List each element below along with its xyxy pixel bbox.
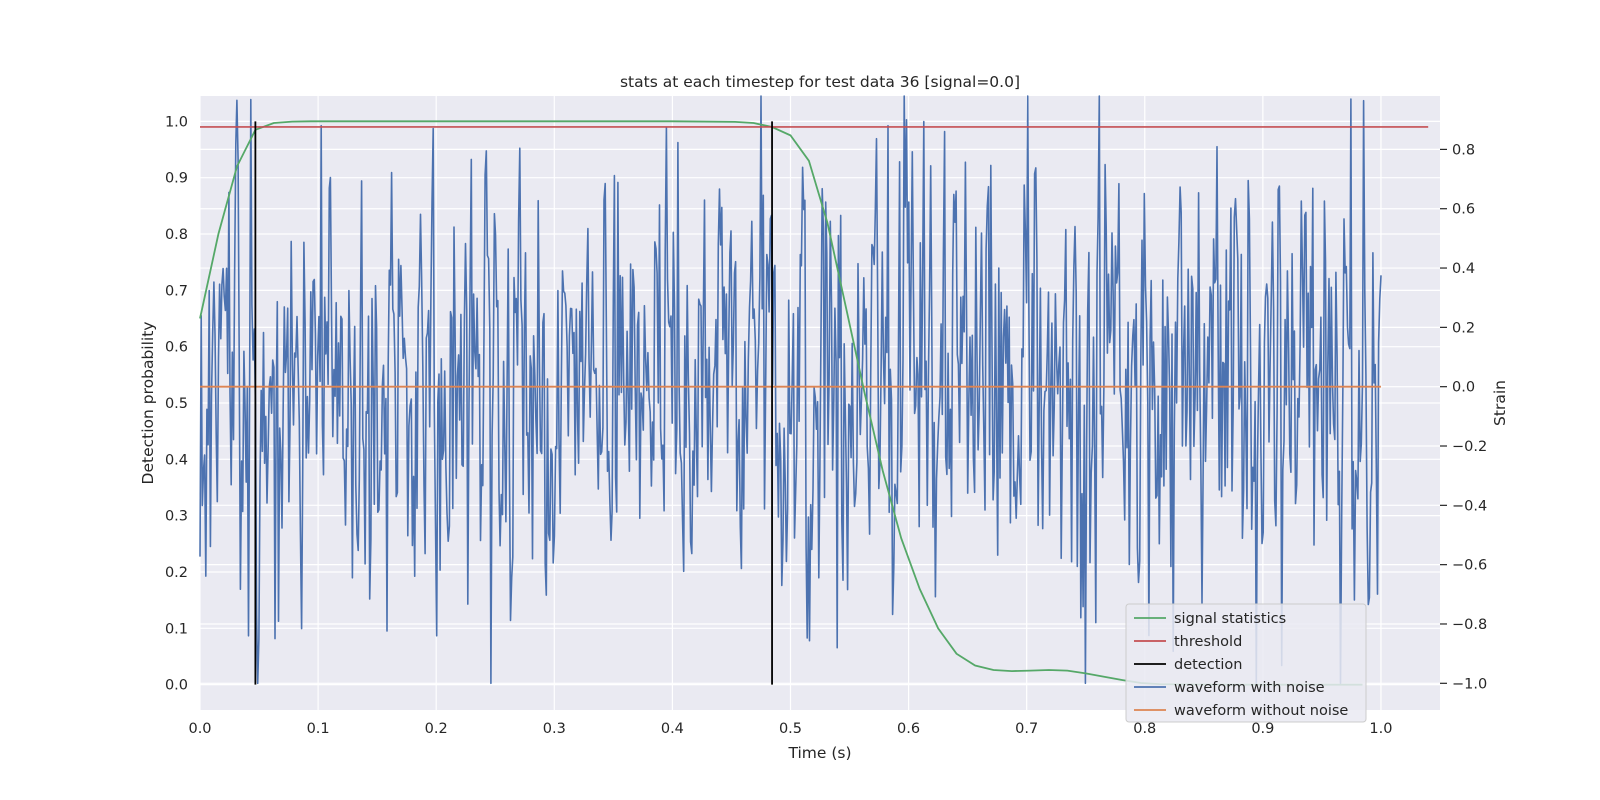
y-left-tick-label: 0.4 <box>165 452 188 468</box>
y-left-tick-label: 0.7 <box>165 283 188 299</box>
x-tick-label: 0.4 <box>661 721 684 737</box>
legend-box <box>1125 603 1367 723</box>
y-right-tick-label: −0.8 <box>1452 617 1487 633</box>
y-right-tick-label: 0.8 <box>1452 142 1475 158</box>
series-waveform-with-noise <box>199 95 1382 685</box>
legend-label: detection <box>1174 657 1242 673</box>
x-tick-label: 0.3 <box>543 721 566 737</box>
x-tick-label: 0.2 <box>425 721 448 737</box>
x-tick-label: 1.0 <box>1369 721 1392 737</box>
y-left-tick-label: 0.1 <box>165 621 188 637</box>
y-left-tick-label: 0.9 <box>165 171 188 187</box>
y-left-tick-label: 0.5 <box>165 396 188 412</box>
y-left-tick-label: 1.0 <box>165 114 188 130</box>
y-right-tick-label: −0.4 <box>1452 498 1487 514</box>
x-axis-label: Time (s) <box>787 744 851 762</box>
chart-title: stats at each timestep for test data 36 … <box>620 73 1020 91</box>
y-axis-label-left: Detection probability <box>139 322 157 485</box>
y-left-tick-label: 0.6 <box>165 340 188 356</box>
x-tick-label: 0.1 <box>307 721 330 737</box>
y-right-tick-label: −1.0 <box>1452 676 1487 692</box>
ticks: 0.0 0.1 0.2 0.3 0.4 0.5 0.6 0.7 0.8 0.9 1.0 0.0 0.1 0… <box>165 114 1487 737</box>
y-right-tick-label: −0.2 <box>1452 439 1487 455</box>
y-left-tick-label: 0.8 <box>165 227 188 243</box>
x-tick-label: 0.5 <box>779 721 802 737</box>
x-tick-label: 0.8 <box>1133 721 1156 737</box>
legend-label: waveform without noise <box>1174 703 1348 719</box>
y-right-tick-label: −0.6 <box>1452 558 1487 574</box>
x-tick-label: 0.0 <box>188 721 211 737</box>
x-tick-label: 0.9 <box>1251 721 1274 737</box>
y-left-tick-label: 0.3 <box>165 509 188 525</box>
y-right-tick-label: 0.6 <box>1452 202 1475 218</box>
legend-label: signal statistics <box>1174 611 1286 627</box>
legend-label: waveform with noise <box>1174 680 1325 696</box>
y-left-tick-label: 0.0 <box>165 678 188 694</box>
y-right-tick-label: 0.4 <box>1452 261 1475 277</box>
x-tick-label: 0.7 <box>1015 721 1038 737</box>
y-right-tick-label: 0.0 <box>1452 380 1475 396</box>
legend-label: threshold <box>1174 634 1242 650</box>
x-tick-label: 0.6 <box>897 721 920 737</box>
y-right-tick-label: 0.2 <box>1452 320 1475 336</box>
y-left-tick-label: 0.2 <box>165 565 188 581</box>
y-axis-label-right: Strain <box>1491 380 1509 426</box>
legend: signal statistics threshold detection wavef… <box>1125 603 1367 723</box>
